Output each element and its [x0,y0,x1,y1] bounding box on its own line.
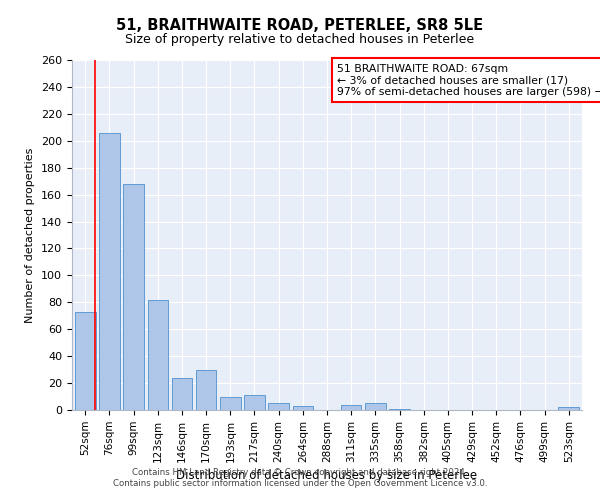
Bar [124,184,144,410]
Bar [559,408,579,410]
Text: Size of property relative to detached houses in Peterlee: Size of property relative to detached ho… [125,32,475,46]
Bar [196,370,217,410]
Bar [99,132,120,410]
Bar [244,395,265,410]
Bar [220,396,241,410]
Bar [268,404,289,410]
X-axis label: Distribution of detached houses by size in Peterlee: Distribution of detached houses by size … [176,469,478,482]
Bar [75,312,95,410]
Text: Contains HM Land Registry data © Crown copyright and database right 2024.
Contai: Contains HM Land Registry data © Crown c… [113,468,487,487]
Bar [341,404,361,410]
Text: 51, BRAITHWAITE ROAD, PETERLEE, SR8 5LE: 51, BRAITHWAITE ROAD, PETERLEE, SR8 5LE [116,18,484,32]
Bar [293,406,313,410]
Bar [148,300,168,410]
Text: 51 BRAITHWAITE ROAD: 67sqm
← 3% of detached houses are smaller (17)
97% of semi-: 51 BRAITHWAITE ROAD: 67sqm ← 3% of detac… [337,64,600,96]
Bar [172,378,192,410]
Bar [389,408,410,410]
Y-axis label: Number of detached properties: Number of detached properties [25,148,35,322]
Bar [365,404,386,410]
